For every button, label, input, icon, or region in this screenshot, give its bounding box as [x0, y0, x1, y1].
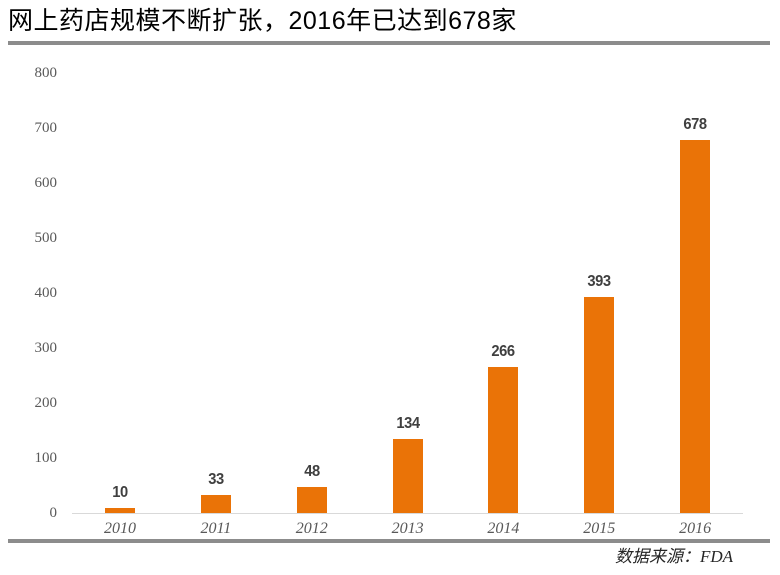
y-tick-label: 200	[34, 395, 58, 411]
y-tick-label: 700	[34, 120, 58, 136]
data-source-label: 数据来源：FDA	[614, 547, 733, 566]
bar-2013	[392, 439, 423, 513]
bar-2016	[680, 140, 711, 513]
bar-2012	[296, 486, 327, 513]
y-tick-label: 100	[34, 450, 58, 466]
x-axis-label: 2012	[295, 520, 328, 537]
x-axis-label: 2014	[487, 520, 520, 537]
y-tick-label: 800	[34, 65, 58, 81]
footer-divider	[8, 539, 770, 543]
y-tick-label: 0	[49, 505, 58, 521]
bar-2015	[584, 296, 615, 513]
bar-value-label: 266	[491, 342, 516, 360]
x-axis-label: 2011	[200, 520, 232, 537]
bar-value-label: 48	[303, 462, 320, 480]
bar-value-label: 10	[112, 483, 128, 501]
x-axis-line	[72, 513, 743, 514]
bar-value-label: 678	[683, 116, 707, 134]
y-tick-label: 500	[34, 230, 58, 246]
y-tick-label: 400	[34, 285, 58, 301]
chart-title: 网上药店规模不断扩张，2016年已达到678家	[8, 7, 517, 35]
bar-chart-plot-area: 10 2010 33 2011 48 2012 134 2013 266 2014 393 2015 6…	[72, 73, 743, 537]
bar-value-label: 33	[208, 470, 224, 488]
x-axis-label: 2013	[391, 520, 424, 537]
y-axis: 0 100 200 300 400 500 600 700 800	[0, 65, 58, 521]
x-axis-label: 2010	[104, 520, 136, 537]
x-axis-label: 2016	[679, 520, 712, 537]
title-divider	[8, 41, 770, 45]
y-tick-label: 600	[34, 175, 58, 191]
x-axis-label: 2015	[583, 520, 616, 537]
y-tick-label: 300	[34, 340, 58, 356]
bar-2011	[200, 494, 231, 513]
bar-2014	[488, 366, 519, 513]
bar-2010	[104, 507, 135, 513]
bar-value-label: 393	[587, 272, 612, 290]
bar-value-label: 134	[395, 415, 420, 433]
